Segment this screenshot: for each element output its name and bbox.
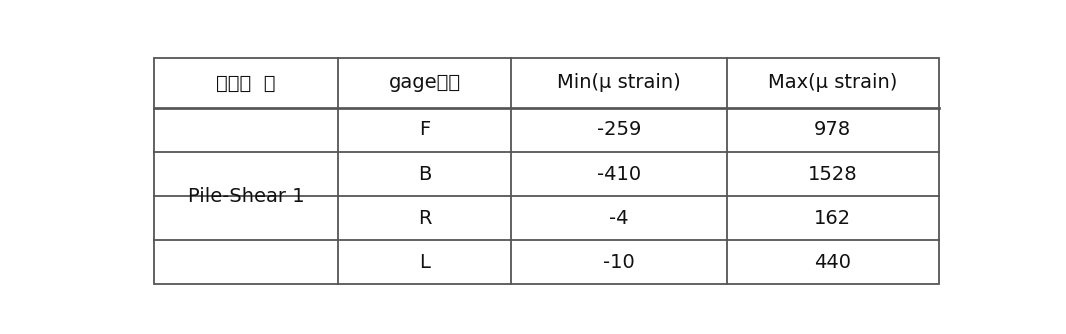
Text: -410: -410	[597, 165, 641, 184]
Text: -10: -10	[603, 253, 634, 272]
Text: 실험체  명: 실험체 명	[216, 73, 276, 93]
Bar	[154, 58, 939, 285]
Text: 162: 162	[814, 209, 852, 228]
Text: B: B	[418, 165, 432, 184]
Text: gage번호: gage번호	[389, 73, 461, 93]
Text: F: F	[419, 121, 431, 139]
Text: Min(μ strain): Min(μ strain)	[558, 73, 681, 93]
Text: Max(μ strain): Max(μ strain)	[769, 73, 898, 93]
Text: -4: -4	[609, 209, 629, 228]
Text: Pile-Shear 1: Pile-Shear 1	[188, 187, 305, 206]
Text: R: R	[418, 209, 432, 228]
Text: 978: 978	[814, 121, 852, 139]
Text: -259: -259	[597, 121, 641, 139]
Text: 1528: 1528	[808, 165, 858, 184]
Text: L: L	[419, 253, 430, 272]
Text: 440: 440	[814, 253, 852, 272]
